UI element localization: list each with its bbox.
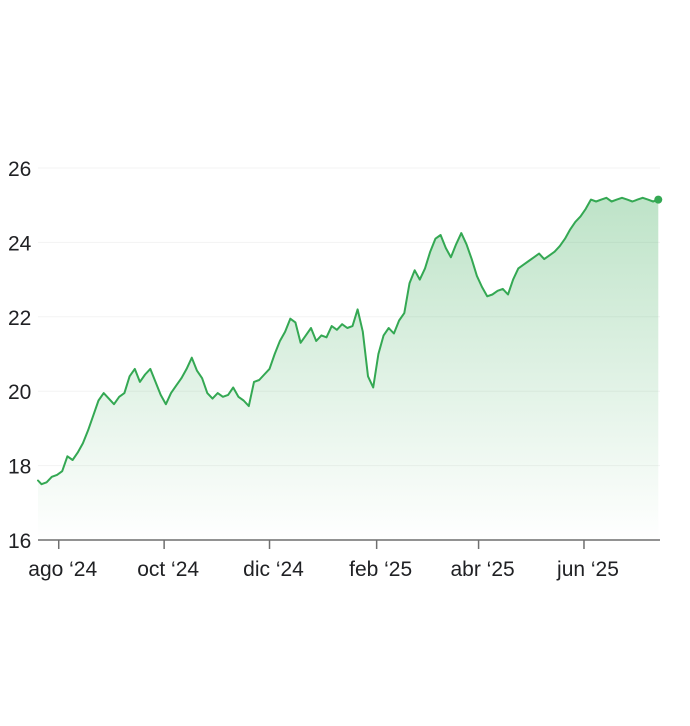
y-tick-label: 20 [8,381,31,404]
x-tick-label: ago ‘24 [28,558,97,581]
price-line [37,196,660,486]
x-tick-label: jun ‘25 [556,558,619,581]
price-area-fill [38,197,659,541]
y-tick-label: 22 [8,307,31,330]
y-tick-label: 16 [8,530,31,553]
y-tick-label: 24 [8,232,32,255]
y-tick-label: 26 [8,158,31,181]
x-tick-label: abr ‘25 [450,558,514,581]
x-axis-ticks: ago ‘24 oct ‘24 dic ‘24 feb ‘25 abr ‘25 jun ‘… [28,540,619,581]
y-tick-label: 18 [8,456,31,479]
x-tick-label: oct ‘24 [137,558,199,581]
x-tick-label: feb ‘25 [349,558,412,581]
last-price-marker [654,195,663,204]
y-axis-labels: 16 18 20 22 24 26 [8,158,32,553]
x-tick-label: dic ‘24 [243,558,304,581]
